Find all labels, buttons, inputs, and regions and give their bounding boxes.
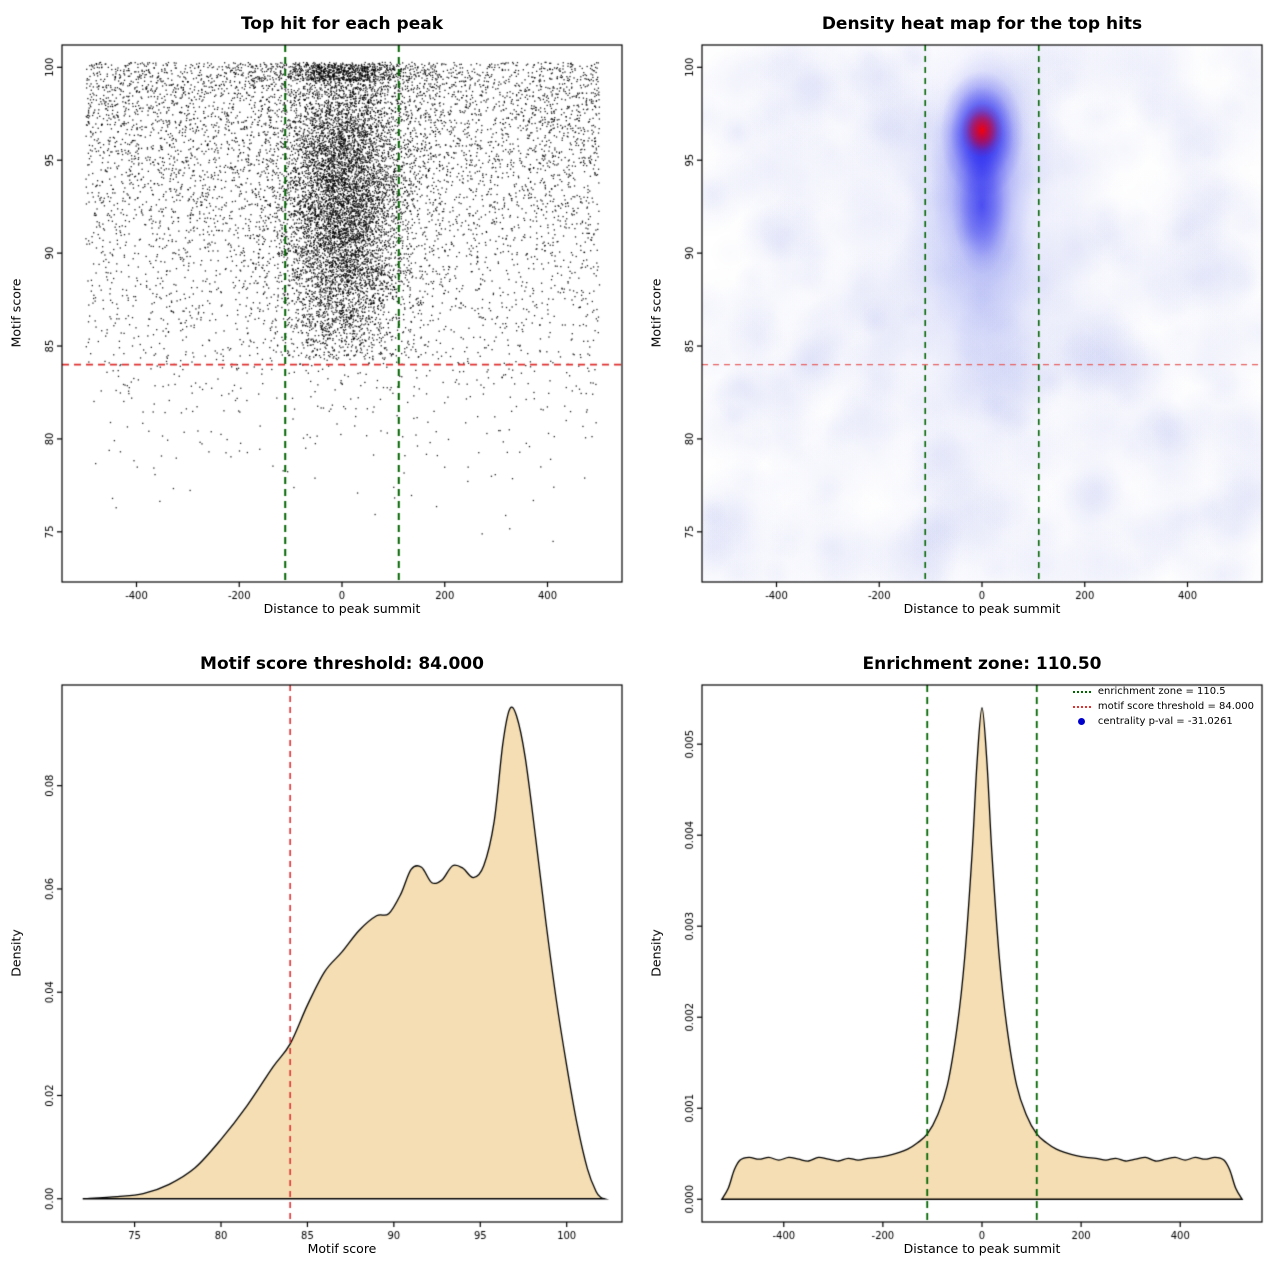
x-axis-label: Distance to peak summit bbox=[903, 601, 1061, 616]
y-axis-label: Density bbox=[8, 929, 24, 977]
chart-title: Motif score threshold: 84.000 bbox=[200, 654, 484, 674]
dotted-line-swatch bbox=[1072, 705, 1091, 708]
chart-title: Density heat map for the top hits bbox=[821, 14, 1143, 34]
legend-item-enrichment-zone: enrichment zone = 110.5 bbox=[1072, 686, 1254, 697]
x-axis-label: Motif score bbox=[307, 1241, 377, 1256]
panel-enrichment-zone-density: Enrichment zone: 110.50 Distance to peak… bbox=[640, 640, 1280, 1280]
heatmap-plot-canvas bbox=[640, 0, 1280, 640]
x-axis-label: Distance to peak summit bbox=[263, 601, 421, 616]
dot-swatch bbox=[1077, 718, 1085, 725]
dotted-line-swatch bbox=[1072, 690, 1091, 693]
x-axis-label: Distance to peak summit bbox=[903, 1241, 1061, 1256]
legend-label: enrichment zone = 110.5 bbox=[1097, 686, 1226, 697]
score-density-canvas bbox=[0, 640, 640, 1280]
legend-item-score-threshold: motif score threshold = 84.000 bbox=[1072, 701, 1254, 712]
legend-label: centrality p-val = -31.0261 bbox=[1097, 716, 1233, 727]
scatter-plot-canvas bbox=[0, 0, 640, 640]
y-axis-label: Density bbox=[648, 929, 664, 977]
chart-title: Enrichment zone: 110.50 bbox=[862, 654, 1102, 674]
panel-motif-score-density: Motif score threshold: 84.000 Motif scor… bbox=[0, 640, 640, 1280]
legend-label: motif score threshold = 84.000 bbox=[1097, 701, 1254, 712]
y-axis-label: Motif score bbox=[8, 278, 24, 348]
panel-top-hit-scatter: Top hit for each peak Distance to peak s… bbox=[0, 0, 640, 640]
chart-title: Top hit for each peak bbox=[240, 14, 444, 34]
distance-density-canvas bbox=[640, 640, 1280, 1280]
legend-item-centrality-pval: centrality p-val = -31.0261 bbox=[1073, 716, 1254, 727]
panel-density-heatmap: Density heat map for the top hits Distan… bbox=[640, 0, 1280, 640]
plot-legend: enrichment zone = 110.5 motif score thre… bbox=[1072, 686, 1254, 727]
y-axis-label: Motif score bbox=[648, 278, 664, 348]
